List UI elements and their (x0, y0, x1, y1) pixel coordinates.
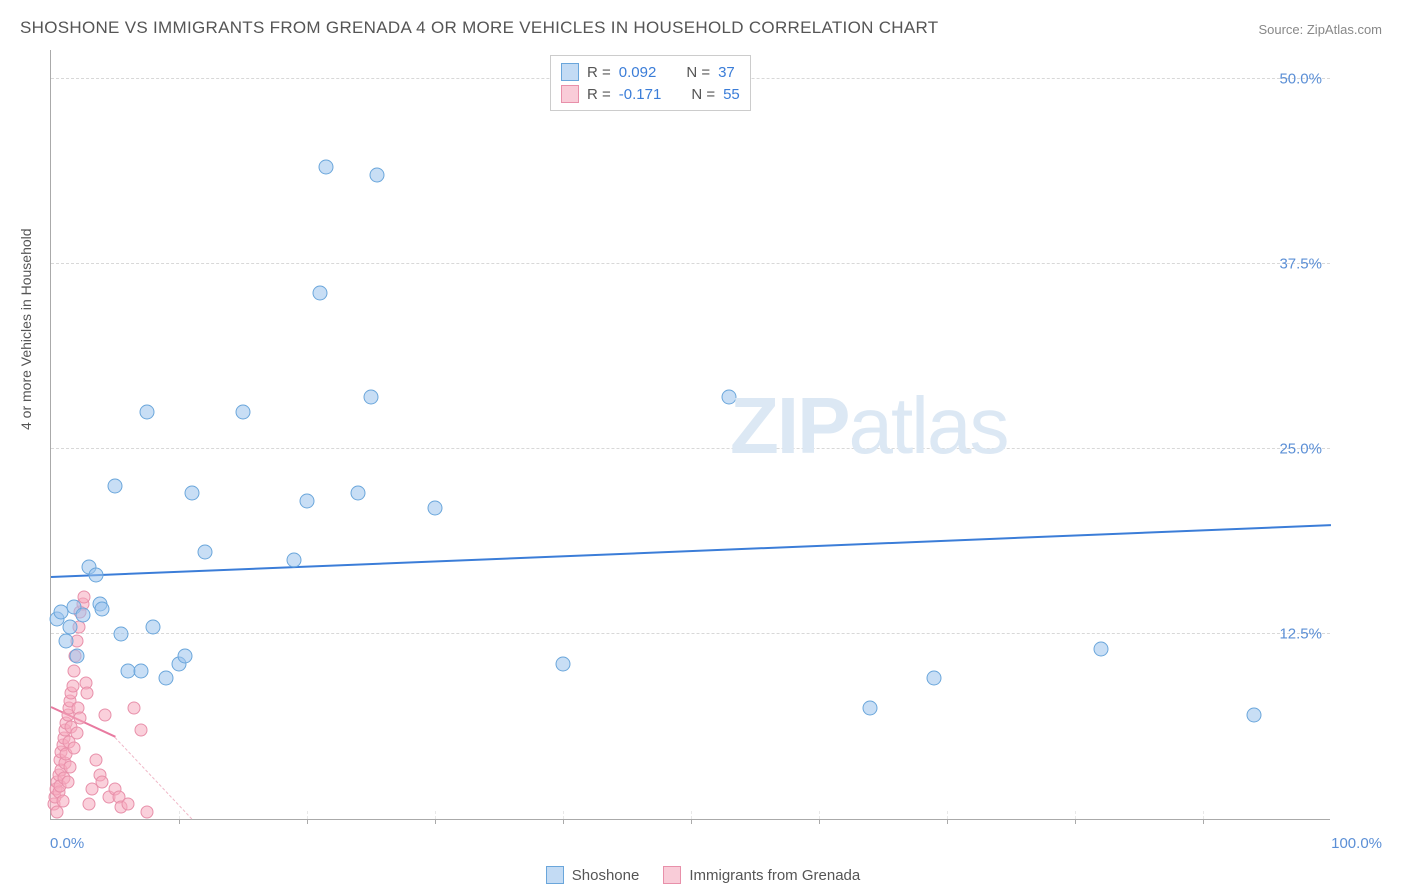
legend-stats: R =0.092N =37R =-0.171N =55 (550, 55, 751, 111)
legend-r-value: 0.092 (619, 64, 657, 81)
data-point (146, 619, 161, 634)
data-point (140, 404, 155, 419)
data-point (63, 619, 78, 634)
legend-series: Shoshone Immigrants from Grenada (0, 866, 1406, 884)
data-point (74, 712, 87, 725)
data-point (927, 671, 942, 686)
data-point (300, 493, 315, 508)
y-tick-label: 37.5% (1279, 255, 1322, 272)
data-point (56, 795, 69, 808)
x-tick-max: 100.0% (1331, 835, 1382, 852)
source-attribution: Source: ZipAtlas.com (1258, 22, 1382, 37)
trend-line (51, 524, 1331, 578)
data-point (70, 727, 83, 740)
legend-r-label: R = (587, 64, 611, 81)
data-point (68, 741, 81, 754)
legend-n-value: 37 (718, 64, 735, 81)
gridline-v (1203, 811, 1204, 819)
legend-n-label: N = (686, 64, 710, 81)
data-point (114, 626, 129, 641)
gridline-h (51, 633, 1330, 634)
data-point (178, 649, 193, 664)
x-tick-mark (1075, 819, 1076, 824)
legend-n-value: 55 (723, 86, 740, 103)
x-tick-mark (307, 819, 308, 824)
data-point (133, 663, 148, 678)
data-point (121, 798, 134, 811)
x-tick-mark (1203, 819, 1204, 824)
gridline-h (51, 448, 1330, 449)
data-point (287, 552, 302, 567)
data-point (556, 656, 571, 671)
legend-swatch-pink (561, 85, 579, 103)
x-tick-mark (947, 819, 948, 824)
gridline-v (1075, 811, 1076, 819)
data-point (722, 389, 737, 404)
x-tick-mark (819, 819, 820, 824)
gridline-v (307, 811, 308, 819)
data-point (80, 687, 93, 700)
data-point (128, 701, 141, 714)
gridline-v (819, 811, 820, 819)
legend-swatch-blue (546, 866, 564, 884)
data-point (1247, 708, 1262, 723)
data-point (95, 601, 110, 616)
data-point (59, 634, 74, 649)
data-point (863, 700, 878, 715)
gridline-v (563, 811, 564, 819)
data-point (428, 501, 443, 516)
legend-r-label: R = (587, 86, 611, 103)
legend-swatch-pink (663, 866, 681, 884)
legend-series-item: Shoshone (546, 866, 640, 884)
data-point (236, 404, 251, 419)
gridline-v (947, 811, 948, 819)
gridline-h (51, 263, 1330, 264)
x-tick-mark (691, 819, 692, 824)
legend-series-label: Shoshone (572, 867, 640, 884)
data-point (64, 761, 77, 774)
data-point (76, 607, 91, 622)
legend-n-label: N = (691, 86, 715, 103)
data-point (96, 775, 109, 788)
data-point (98, 709, 111, 722)
gridline-v (435, 811, 436, 819)
y-axis-label: 4 or more Vehicles in Household (18, 228, 34, 430)
x-tick-mark (435, 819, 436, 824)
y-tick-label: 25.0% (1279, 440, 1322, 457)
legend-stats-row: R = 0.092 N = 37 (561, 61, 740, 83)
data-point (364, 389, 379, 404)
gridline-v (179, 811, 180, 819)
data-point (351, 486, 366, 501)
data-point (184, 486, 199, 501)
data-point (159, 671, 174, 686)
x-tick-min: 0.0% (50, 835, 84, 852)
data-point (66, 679, 79, 692)
data-point (108, 478, 123, 493)
legend-stats-row: R = -0.171 N = 55 (561, 83, 740, 105)
data-point (89, 753, 102, 766)
data-point (83, 798, 96, 811)
legend-r-value: -0.171 (619, 86, 662, 103)
legend-series-label: Immigrants from Grenada (689, 867, 860, 884)
data-point (370, 167, 385, 182)
data-point (69, 649, 84, 664)
data-point (312, 286, 327, 301)
chart-title: SHOSHONE VS IMMIGRANTS FROM GRENADA 4 OR… (20, 18, 938, 38)
plot-area: 12.5% 25.0% 37.5% 50.0% (50, 50, 1330, 820)
y-tick-label: 12.5% (1279, 625, 1322, 642)
data-point (141, 805, 154, 818)
legend-swatch-blue (561, 63, 579, 81)
data-point (61, 775, 74, 788)
data-point (88, 567, 103, 582)
data-point (68, 664, 81, 677)
data-point (197, 545, 212, 560)
x-tick-mark (179, 819, 180, 824)
data-point (1093, 641, 1108, 656)
data-point (134, 724, 147, 737)
legend-series-item: Immigrants from Grenada (663, 866, 860, 884)
gridline-v (691, 811, 692, 819)
y-tick-label: 50.0% (1279, 70, 1322, 87)
x-tick-mark (563, 819, 564, 824)
data-point (319, 160, 334, 175)
